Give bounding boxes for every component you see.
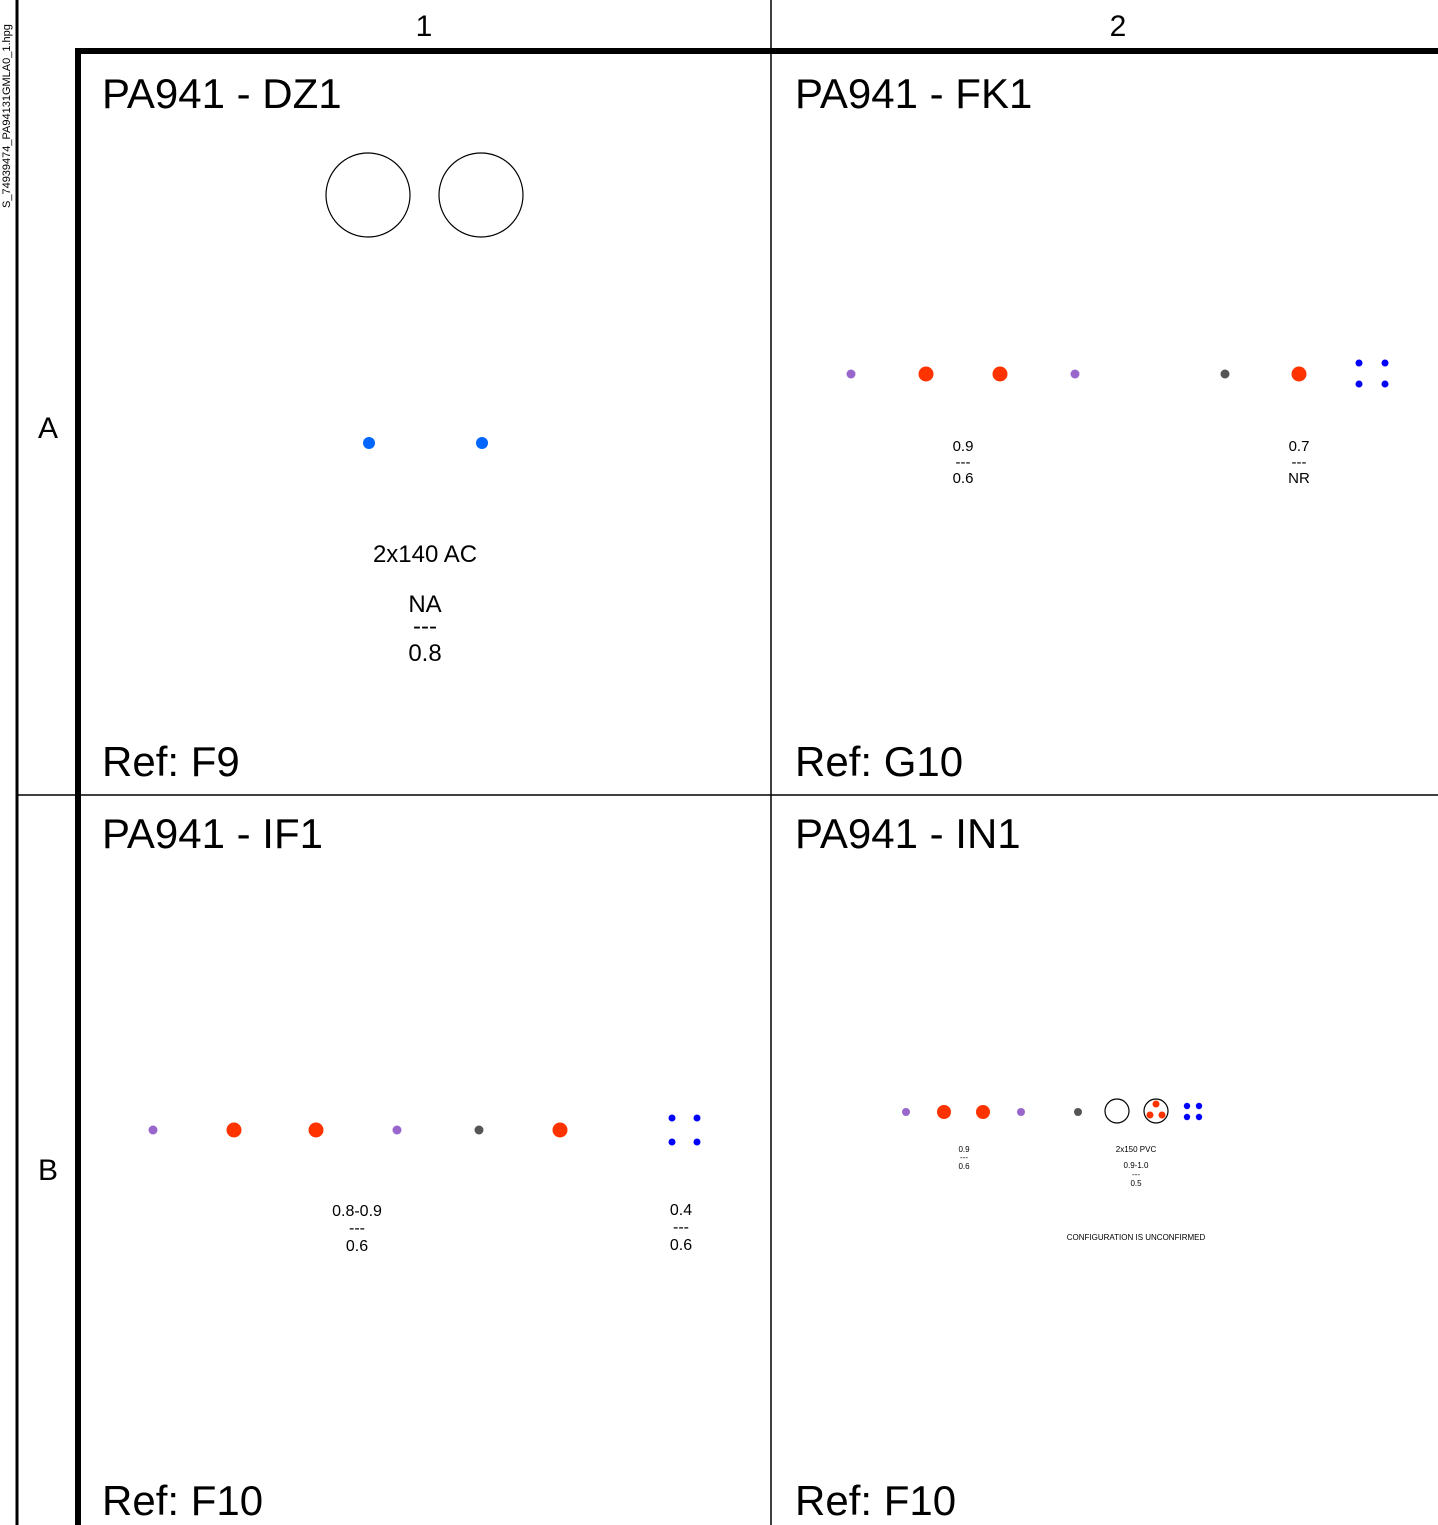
red-dot — [1158, 1111, 1166, 1119]
value-top: 0.7 — [1289, 438, 1310, 455]
red-dot — [1291, 366, 1307, 382]
red-dot — [1146, 1111, 1154, 1119]
value-top: 0.9 — [953, 438, 974, 455]
ref-label: Ref: F10 — [795, 1477, 956, 1524]
blue-dot — [1381, 380, 1389, 388]
blue-dot — [1183, 1102, 1191, 1110]
blue-dot — [668, 1114, 676, 1122]
value-top: 0.4 — [670, 1202, 692, 1219]
blue-dot — [1195, 1113, 1203, 1121]
purple-dot — [1017, 1108, 1025, 1116]
row-header-a: A — [38, 412, 58, 445]
gray-dot — [1074, 1108, 1082, 1116]
value-bottom: 0.5 — [1130, 1179, 1142, 1188]
conductor-circle — [438, 152, 524, 238]
blue-dot — [1381, 359, 1389, 367]
red-dot — [1152, 1100, 1160, 1108]
blue-dot — [1355, 359, 1363, 367]
purple-dot — [148, 1125, 158, 1135]
blue-dot — [1355, 380, 1363, 388]
red-dot — [992, 366, 1008, 382]
value-separator: --- — [956, 454, 971, 471]
ref-label: Ref: F9 — [102, 738, 240, 785]
value-separator: --- — [413, 613, 437, 640]
purple-dot — [1070, 369, 1080, 379]
cell-title: PA941 - IN1 — [795, 810, 1021, 857]
gray-dot — [1220, 369, 1230, 379]
cell-title: PA941 - IF1 — [102, 810, 323, 857]
value-bottom: 0.6 — [670, 1237, 692, 1254]
blue-dot — [668, 1138, 676, 1146]
red-dot — [308, 1122, 324, 1138]
value-bottom: NR — [1288, 470, 1310, 487]
gray-dot — [474, 1125, 484, 1135]
triplex-conductor-circle — [1143, 1098, 1169, 1124]
value-top: NA — [408, 591, 441, 618]
ref-label: Ref: G10 — [795, 738, 963, 785]
value-top: 0.9 — [958, 1145, 970, 1154]
cable-label: 2x140 AC — [373, 541, 477, 568]
value-separator: --- — [349, 1220, 365, 1237]
value-separator: --- — [1132, 1170, 1140, 1179]
cell-a1: PA941 - DZ1 2x140 AC NA --- 0.8 Ref: F9 — [102, 70, 524, 785]
value-bottom: 0.8 — [408, 640, 441, 667]
red-dot — [226, 1122, 242, 1138]
cell-b2: PA941 - IN1 0.9 --- 0.6 2x150 PVC 0.9-1.… — [795, 810, 1205, 1524]
red-dot — [976, 1105, 990, 1119]
cell-title: PA941 - DZ1 — [102, 70, 342, 117]
configuration-note: CONFIGURATION IS UNCONFIRMED — [1067, 1233, 1206, 1242]
blue-dot — [1195, 1102, 1203, 1110]
value-bottom: 0.6 — [346, 1238, 368, 1255]
row-header-b: B — [38, 1154, 58, 1187]
ref-label: Ref: F10 — [102, 1477, 263, 1524]
purple-dot — [902, 1108, 910, 1116]
blue-dot — [1183, 1113, 1191, 1121]
red-dot — [918, 366, 934, 382]
conductor-circle — [325, 152, 411, 238]
conductor-circle — [1104, 1098, 1130, 1124]
cell-title: PA941 - FK1 — [795, 70, 1032, 117]
red-dot — [552, 1122, 568, 1138]
value-bottom: 0.6 — [958, 1162, 970, 1171]
side-label: S_74939474_PA94131GMLA0_1.hpg — [1, 24, 13, 208]
value-separator: --- — [673, 1219, 689, 1236]
cable-label: 2x150 PVC — [1116, 1145, 1157, 1154]
purple-dot — [392, 1125, 402, 1135]
cell-a2: PA941 - FK1 0.9 --- 0.6 0.7 --- NR Ref: … — [795, 70, 1389, 785]
purple-dot — [846, 369, 856, 379]
column-header-2: 2 — [1110, 10, 1127, 43]
column-header-1: 1 — [416, 10, 433, 43]
light-blue-dot — [476, 437, 488, 449]
value-top: 0.8-0.9 — [332, 1203, 382, 1220]
blue-dot — [693, 1114, 701, 1122]
value-bottom: 0.6 — [953, 470, 974, 487]
cell-b1: PA941 - IF1 0.8-0.9 --- 0.6 0.4 --- 0.6 … — [102, 810, 701, 1524]
value-separator: --- — [960, 1153, 968, 1162]
blue-dot — [693, 1138, 701, 1146]
red-dot — [937, 1105, 951, 1119]
value-top: 0.9-1.0 — [1124, 1161, 1149, 1170]
light-blue-dot — [363, 437, 375, 449]
value-separator: --- — [1292, 454, 1307, 471]
